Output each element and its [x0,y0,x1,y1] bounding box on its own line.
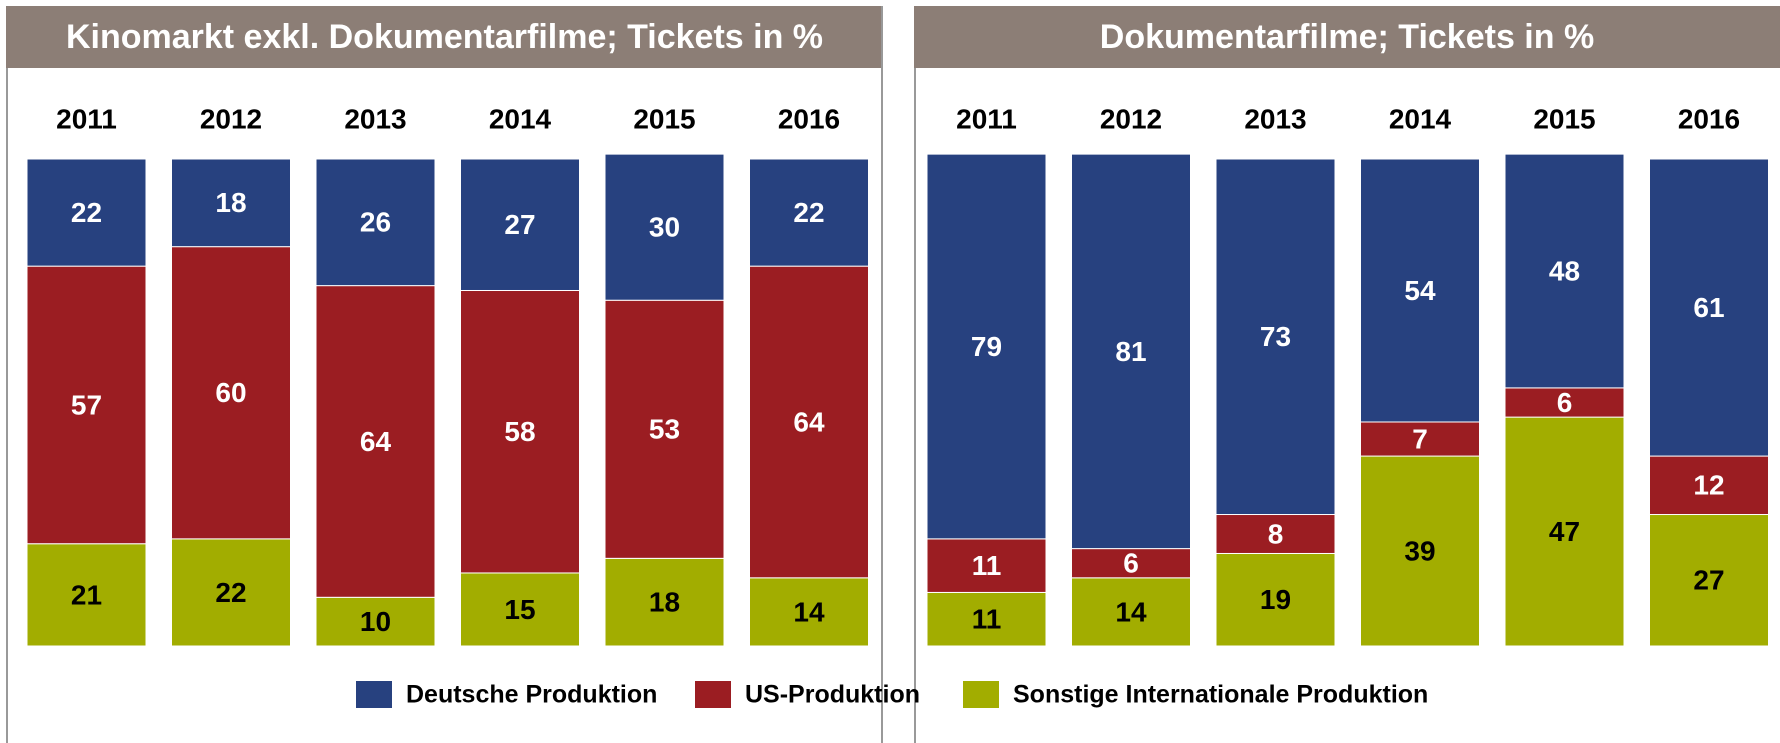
x-tick-label: 2014 [489,103,552,134]
value-label: 64 [793,406,825,437]
value-label: 61 [1693,292,1724,323]
value-label: 57 [71,389,102,420]
value-label: 6 [1557,387,1573,418]
legend-label: Sonstige Internationale Produktion [1013,681,1428,709]
x-tick-label: 2015 [633,103,695,134]
x-tick-label: 2016 [778,103,840,134]
value-label: 10 [360,606,391,637]
value-label: 18 [215,187,246,218]
x-tick-label: 2012 [1100,103,1162,134]
x-tick-label: 2011 [56,103,117,134]
value-label: 27 [504,209,535,240]
chart-title: Kinomarkt exkl. Dokumentarfilme; Tickets… [66,18,823,56]
chart: Kinomarkt exkl. Dokumentarfilme; Tickets… [0,0,1780,743]
value-label: 14 [1115,596,1147,627]
value-label: 27 [1693,565,1724,596]
value-label: 30 [649,212,680,243]
x-tick-label: 2014 [1389,103,1452,134]
value-label: 11 [972,550,1002,581]
legend-swatch [695,681,731,708]
x-tick-label: 2011 [956,103,1017,134]
value-label: 64 [360,426,392,457]
value-label: 60 [215,377,246,408]
x-tick-label: 2016 [1678,103,1740,134]
value-label: 14 [793,596,825,627]
value-label: 39 [1404,535,1435,566]
x-tick-label: 2013 [1244,103,1306,134]
x-tick-label: 2015 [1533,103,1595,134]
value-label: 53 [649,414,680,445]
value-label: 18 [649,587,680,618]
value-label: 15 [504,594,535,625]
value-label: 21 [71,579,102,610]
value-label: 58 [504,416,535,447]
value-label: 48 [1549,255,1580,286]
value-label: 19 [1260,584,1291,615]
value-label: 7 [1412,423,1428,454]
value-label: 22 [71,197,102,228]
x-tick-label: 2013 [344,103,406,134]
value-label: 26 [360,207,391,238]
legend-label: Deutsche Produktion [406,681,657,709]
x-tick-label: 2012 [200,103,262,134]
legend-swatch [963,681,999,708]
value-label: 22 [793,197,824,228]
value-label: 12 [1693,470,1724,501]
value-label: 6 [1123,548,1139,579]
value-label: 54 [1404,275,1436,306]
value-label: 22 [215,577,246,608]
legend-swatch [356,681,392,708]
value-label: 11 [972,604,1002,635]
value-label: 73 [1260,321,1291,352]
legend-label: US-Produktion [745,681,920,709]
chart-title: Dokumentarfilme; Tickets in % [1100,18,1594,56]
value-label: 81 [1115,336,1146,367]
value-label: 47 [1549,516,1580,547]
value-label: 79 [971,331,1002,362]
value-label: 8 [1268,518,1284,549]
